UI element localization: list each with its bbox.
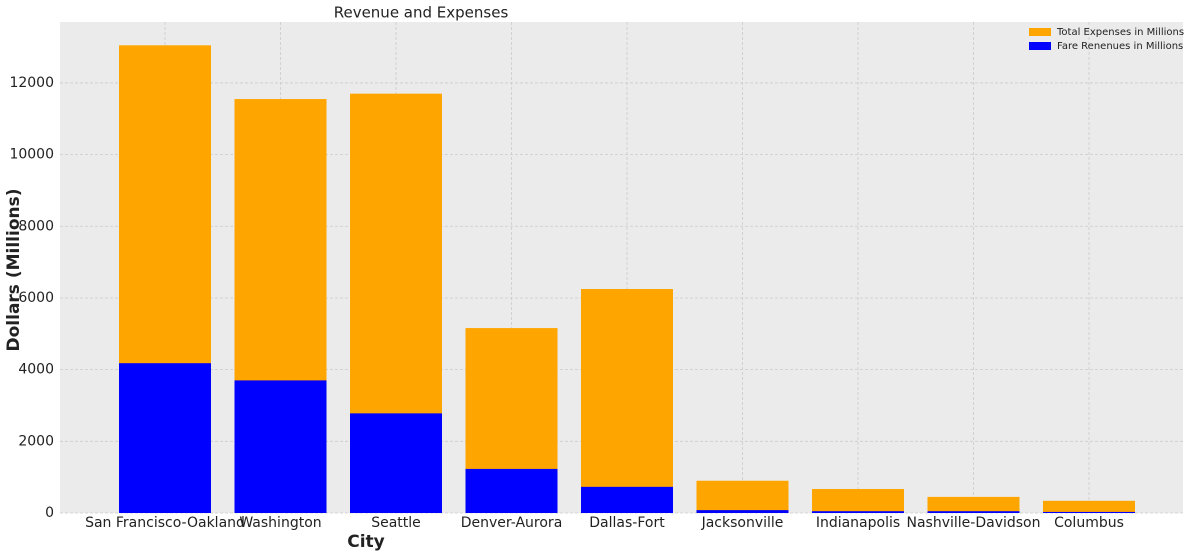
legend-label: Fare Renenues in Millions: [1057, 41, 1183, 52]
bar: [927, 496, 1020, 513]
x-tick-label: Jacksonville: [701, 515, 784, 531]
bar: [581, 486, 673, 513]
bar: [581, 289, 673, 513]
chart-title: Revenue and Expenses: [334, 4, 509, 22]
y-tick-label: 8000: [18, 218, 54, 234]
x-tick-label: Indianapolis: [816, 515, 900, 531]
x-axis-label: City: [347, 532, 385, 552]
x-tick-label: Nashville-Davidson: [907, 515, 1041, 531]
legend-label: Total Expenses in Millions: [1056, 27, 1184, 38]
x-tick-label: Denver-Aurora: [461, 515, 563, 531]
bar: [696, 510, 789, 513]
y-tick-label: 0: [45, 505, 54, 521]
bar: [812, 511, 904, 513]
legend-swatch: [1029, 42, 1051, 50]
bar: [350, 413, 442, 513]
labels: 0 2000 4000 6000 8000 10000 12000 San Francisco…: [9, 75, 1123, 531]
legend: Total Expenses in Millions Fare Renenues …: [1029, 27, 1184, 52]
bar: [927, 511, 1020, 513]
legend-swatch: [1029, 28, 1051, 36]
y-tick-label: 6000: [18, 290, 54, 306]
bar: [1043, 500, 1135, 513]
bar: [119, 363, 211, 513]
x-tick-label: Seattle: [371, 515, 421, 531]
bar: [234, 380, 327, 513]
y-tick-label: 4000: [18, 362, 54, 378]
bar: [696, 480, 789, 513]
bars: [119, 45, 1135, 513]
y-axis-label: Dollars (Millions): [4, 188, 24, 351]
bar: [1043, 511, 1135, 513]
x-tick-label: San Francisco-Oakland: [85, 515, 245, 531]
x-tick-label: Washington: [239, 515, 321, 531]
y-tick-label: 2000: [18, 433, 54, 449]
bar: [812, 488, 904, 513]
x-tick-label: Dallas-Fort: [589, 515, 665, 531]
bar: [465, 468, 558, 513]
x-tick-label: Columbus: [1054, 515, 1124, 531]
y-tick-label: 10000: [9, 147, 54, 163]
y-tick-label: 12000: [9, 75, 54, 91]
